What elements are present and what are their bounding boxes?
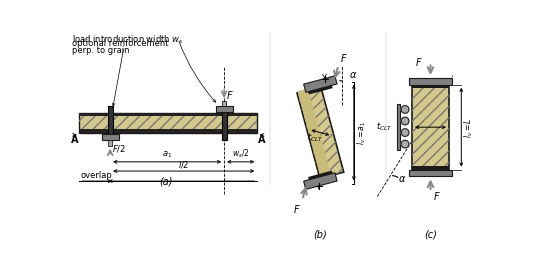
Polygon shape	[304, 76, 337, 92]
Bar	[216, 106, 233, 112]
Bar	[79, 113, 257, 133]
Text: optional reinforcement: optional reinforcement	[73, 39, 169, 48]
Text: $t_{CLT}$: $t_{CLT}$	[307, 131, 324, 144]
Text: $F/2$: $F/2$	[112, 143, 126, 154]
Text: $F$: $F$	[227, 89, 234, 101]
Polygon shape	[297, 87, 344, 178]
Text: $l/2$: $l/2$	[178, 158, 189, 170]
Text: A: A	[71, 135, 79, 145]
Bar	[412, 85, 449, 170]
Text: $\alpha$: $\alpha$	[349, 70, 358, 80]
Circle shape	[401, 140, 409, 148]
Text: perp. to grain: perp. to grain	[73, 45, 130, 55]
Bar	[222, 101, 227, 106]
Text: (a): (a)	[160, 176, 173, 186]
Text: (c): (c)	[424, 230, 437, 240]
Text: overlap: overlap	[80, 171, 112, 179]
Text: Y: Y	[321, 74, 326, 83]
Bar	[79, 129, 257, 133]
Text: $\alpha$: $\alpha$	[398, 174, 406, 184]
Bar	[412, 85, 449, 170]
Text: A: A	[258, 135, 266, 145]
Polygon shape	[304, 173, 337, 189]
Bar	[108, 106, 113, 140]
Text: $F$: $F$	[293, 203, 301, 215]
Bar	[409, 78, 452, 85]
Bar	[222, 106, 227, 140]
Text: $t_{CLT}$: $t_{CLT}$	[376, 121, 393, 134]
Bar	[409, 170, 452, 176]
Text: Y: Y	[315, 182, 320, 191]
Polygon shape	[308, 85, 333, 94]
Polygon shape	[308, 171, 333, 180]
Text: $a_1$: $a_1$	[162, 150, 172, 160]
Text: $l_v = a_1$: $l_v = a_1$	[355, 120, 368, 145]
Circle shape	[401, 117, 409, 125]
Bar	[108, 140, 113, 146]
Bar	[397, 104, 400, 150]
Circle shape	[401, 106, 409, 113]
Text: $F$: $F$	[340, 52, 348, 64]
Bar	[412, 85, 449, 88]
Bar	[412, 166, 449, 170]
Text: $F$: $F$	[433, 189, 441, 202]
Text: load introduction width $w_s$: load introduction width $w_s$	[73, 33, 184, 46]
Bar	[102, 134, 119, 140]
Bar	[79, 113, 257, 133]
Text: $F$: $F$	[415, 57, 423, 68]
Text: $l_v = L$: $l_v = L$	[463, 117, 475, 137]
Circle shape	[401, 129, 409, 136]
Bar	[79, 113, 257, 116]
Text: (b): (b)	[314, 230, 327, 240]
Text: $w_s/2$: $w_s/2$	[232, 148, 250, 160]
Polygon shape	[298, 88, 331, 177]
